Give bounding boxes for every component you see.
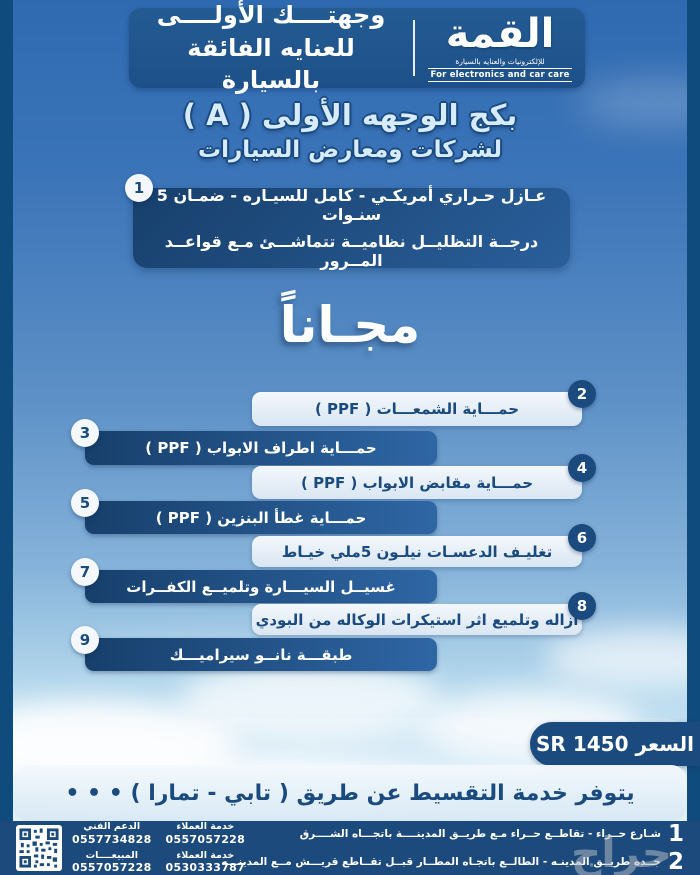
- free-item-label: غسيــل السيـــارة وتلميــع الكفــرات: [126, 577, 396, 596]
- contact-label: خدمة العملاء: [176, 821, 235, 833]
- free-item-label: حمـــاية مقابض الابواب ( PPF ): [300, 473, 534, 492]
- item-number-badge: 6: [568, 524, 596, 552]
- item-number-badge: 9: [71, 626, 99, 654]
- contact-phone: 0557734828: [72, 832, 152, 846]
- logo-subtitle-arabic: للإلكترونيات والعنايه بالسيارة: [455, 57, 545, 66]
- package-title: بكج الوجهه الأولى ( A ) لشركات ومعارض ال…: [0, 98, 700, 163]
- contact-label: المبيعــــات: [85, 850, 138, 861]
- installment-banner: يتوفر خدمة التقسيط عن طريق ( تابي - تمار…: [13, 765, 687, 821]
- installment-text: يتوفر خدمة التقسيط عن طريق ( تابي - تمار…: [65, 780, 635, 806]
- contact-phone: 0557057228: [165, 832, 246, 846]
- header-tagline: وجهتــــك الأولــــى للعنايه الفائقة بال…: [139, 0, 403, 97]
- contact-customer-service-1: خدمة العملاء 0557057228: [166, 821, 246, 846]
- item-number-badge: 2: [568, 380, 596, 408]
- location-text: جــده طريــق المدينـه - الطالــع باتجـاه…: [221, 856, 661, 868]
- price-label: السعر: [635, 732, 694, 756]
- free-item-bar: 2 حمـــاية الشمعـــات ( PPF ): [252, 380, 596, 426]
- right-border-strip: [687, 0, 700, 875]
- item-number-badge: 7: [71, 558, 99, 586]
- contact-label: خدمة العملاء: [176, 850, 235, 861]
- company-logo: القمة للإلكترونيات والعنايه بالسيارة For…: [425, 14, 575, 82]
- contact-label: الدعم الفني: [83, 821, 141, 833]
- price-bar: السعر 1450 SR: [530, 722, 700, 766]
- feature-line2: درجــة التظليــل نظاميــة تتماشـــئ مـع …: [164, 232, 539, 270]
- branch-locations: 1 شـارع حــراء - تقاطــع حــراء مـع طريـ…: [221, 820, 684, 875]
- logo-wordmark: القمة: [445, 11, 556, 57]
- package-title-line1: بكج الوجهه الأولى ( A ): [182, 98, 518, 132]
- free-item-label: حمـــاية الشمعـــات ( PPF ): [314, 400, 520, 418]
- logo-subtitle-english: For electronics and car care: [428, 68, 572, 82]
- free-item-bar: 9 طبقـــة نانــو سيراميـــك: [71, 626, 437, 671]
- cloud-shape: [575, 80, 700, 125]
- item-number-badge: 1: [125, 174, 153, 202]
- item-number-badge: 5: [71, 489, 99, 517]
- free-item-label: تغليـف الدعسـات نيلـون 5ملي خيـاط: [281, 542, 553, 561]
- left-border-strip: [0, 0, 13, 875]
- contact-sales: المبيعــــات 0557057228: [72, 850, 152, 875]
- contact-phone: 0557057228: [72, 861, 152, 875]
- location-row: 2 جــده طريــق المدينـه - الطالــع باتجـ…: [221, 848, 684, 875]
- free-item-bar: 3 حمـــاية اطراف الابواب ( PPF ): [71, 419, 437, 465]
- tagline-line1: وجهتــــك الأولــــى: [156, 1, 386, 30]
- free-item-label: حمـــاية اطراف الابواب ( PPF ): [145, 439, 377, 457]
- feature-line1: عـازل حـراري أمريكـي - كامل للسيـاره - ض…: [156, 186, 547, 224]
- header-divider: [413, 20, 415, 76]
- footer-bar: 1 شـارع حــراء - تقاطــع حــراء مـع طريـ…: [0, 821, 700, 875]
- free-item-bar: 6 تغليـف الدعسـات نيلـون 5ملي خيـاط: [252, 524, 596, 567]
- free-item-label: ازاله وتلميع اثر استيكرات الوكاله من الب…: [255, 610, 579, 629]
- qr-code: [16, 825, 62, 871]
- header-card: القمة للإلكترونيات والعنايه بالسيارة For…: [129, 1, 585, 94]
- price-currency: SR: [536, 732, 566, 756]
- contact-customer-service-2: خدمة العملاء 0530333787: [166, 850, 246, 875]
- contact-phone: 0530333787: [165, 861, 246, 875]
- contact-tech-support: الدعم الفني 0557734828: [72, 821, 152, 846]
- free-heading: مجـاناً: [279, 296, 421, 354]
- free-item-bar: 7 غسيــل السيـــارة وتلميــع الكفــرات: [71, 558, 437, 603]
- location-text: شـارع حــراء - تقاطــع حــراء مـع طريــق…: [299, 828, 661, 840]
- free-item-bar: 5 حمـــاية غطأ البنزين ( PPF ): [71, 489, 437, 534]
- location-number: 2: [667, 848, 684, 875]
- item-number-badge: 4: [568, 454, 596, 482]
- package-title-line2: لشركات ومعارض السيارات: [197, 137, 502, 163]
- free-item-bar: 4 حمـــاية مقابض الابواب ( PPF ): [252, 454, 596, 499]
- feature-box-insulation: 1 عـازل حـراري أمريكـي - كامل للسيـاره -…: [125, 174, 570, 270]
- free-item-label: حمـــاية غطأ البنزين ( PPF ): [155, 508, 367, 527]
- contact-grid: خدمة العملاء 0557057228 الدعم الفني 0557…: [72, 821, 245, 874]
- location-row: 1 شـارع حــراء - تقاطــع حــراء مـع طريـ…: [255, 820, 684, 847]
- cloud-shape: [180, 660, 440, 740]
- cloud-shape: [545, 628, 700, 688]
- item-number-badge: 3: [71, 419, 99, 447]
- location-number: 1: [667, 820, 684, 847]
- tagline-line2: للعنايه الفائقة بالسيارة: [187, 33, 355, 95]
- free-item-bar: 8 ازاله وتلميع اثر استيكرات الوكاله من ا…: [252, 592, 596, 635]
- price-value: 1450: [572, 732, 629, 756]
- item-number-badge: 8: [568, 592, 596, 620]
- free-item-label: طبقـــة نانــو سيراميـــك: [169, 645, 353, 664]
